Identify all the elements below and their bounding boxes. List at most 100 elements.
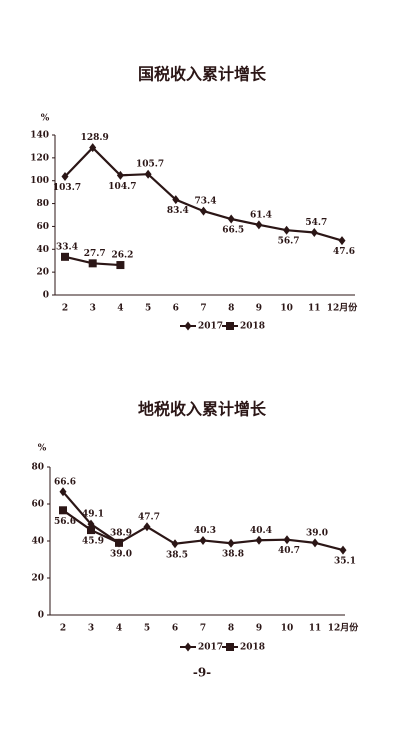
marker	[311, 538, 319, 548]
data-label: 104.7	[108, 182, 136, 192]
marker	[255, 535, 263, 545]
marker	[88, 259, 97, 268]
x-tick-label: 5	[145, 304, 151, 314]
marker	[199, 535, 207, 545]
y-tick-label: 140	[30, 131, 49, 141]
y-axis-label: %	[38, 444, 47, 454]
data-label: 61.4	[250, 210, 272, 220]
x-tick-label: 3	[90, 304, 96, 314]
y-tick-label: 100	[30, 176, 49, 186]
data-label: 45.9	[82, 537, 104, 547]
data-label: 47.7	[138, 512, 160, 522]
data-label: 40.7	[278, 546, 300, 556]
marker	[283, 225, 291, 235]
data-label: 83.4	[167, 206, 189, 216]
chart-title: 国税收入累计增长	[138, 65, 267, 84]
legend-label: 2017	[198, 643, 223, 653]
data-label: 40.3	[194, 526, 216, 536]
chart-title: 地税收入累计增长	[138, 400, 267, 419]
y-tick-label: 0	[38, 611, 44, 621]
marker	[338, 236, 346, 246]
x-tick-label: 11	[308, 304, 321, 314]
data-label: 73.4	[195, 197, 217, 207]
x-tick-label: 2	[60, 624, 66, 634]
data-label: 56.6	[54, 517, 76, 527]
x-tick-label: 7	[200, 304, 206, 314]
data-label: 40.4	[250, 526, 272, 536]
marker	[59, 506, 67, 515]
x-tick-label: 6	[173, 304, 179, 314]
series-line	[64, 146, 343, 242]
marker	[59, 487, 67, 497]
legend-marker	[184, 642, 192, 652]
marker	[172, 195, 180, 205]
y-axis-label: %	[41, 114, 50, 124]
x-tick-label: 8	[228, 624, 234, 634]
x-tick-label: 3	[88, 624, 94, 634]
x-tick-label: 10	[281, 624, 294, 634]
marker	[144, 169, 152, 179]
marker	[200, 206, 207, 216]
marker	[61, 171, 69, 181]
data-label: 27.7	[84, 249, 106, 259]
marker	[116, 261, 125, 270]
data-label: 35.1	[334, 557, 356, 567]
marker	[339, 545, 347, 555]
marker	[116, 170, 124, 180]
y-tick-label: 60	[36, 222, 49, 232]
data-label: 103.7	[53, 183, 81, 193]
marker	[310, 227, 318, 237]
data-label: 38.9	[110, 529, 132, 539]
y-tick-label: 40	[31, 537, 44, 547]
x-tick-label: 8	[228, 304, 234, 314]
marker	[283, 535, 291, 545]
legend-marker	[226, 643, 234, 651]
marker	[255, 220, 263, 230]
data-label: 39.0	[306, 528, 328, 538]
x-tick-label: 12月份	[328, 622, 360, 634]
y-tick-label: 60	[31, 500, 44, 510]
data-label: 105.7	[136, 160, 164, 170]
marker	[227, 214, 235, 224]
x-tick-label: 9	[256, 624, 262, 634]
data-label: 33.4	[56, 242, 78, 252]
y-tick-label: 80	[36, 199, 49, 209]
y-tick-label: 120	[30, 153, 49, 163]
x-tick-label: 12月份	[327, 302, 359, 314]
x-tick-label: 7	[200, 624, 206, 634]
marker	[61, 252, 69, 261]
x-tick-label: 10	[280, 304, 293, 314]
marker	[227, 538, 235, 548]
data-label: 66.5	[222, 226, 244, 236]
marker	[115, 538, 123, 547]
data-label: 26.2	[111, 251, 133, 261]
x-tick-label: 4	[117, 304, 123, 314]
y-tick-label: 20	[31, 574, 44, 584]
data-label: 47.6	[333, 247, 355, 257]
x-tick-label: 5	[144, 624, 150, 634]
data-label: 39.0	[110, 549, 132, 559]
x-tick-label: 11	[309, 624, 322, 634]
data-label: 66.6	[54, 477, 76, 487]
legend-marker	[226, 322, 234, 330]
marker	[87, 526, 95, 535]
marker	[143, 522, 151, 532]
data-label: 54.7	[305, 218, 327, 228]
legend-label: 2017	[198, 322, 223, 332]
y-tick-label: 80	[31, 463, 44, 473]
y-tick-label: 0	[43, 291, 49, 301]
y-tick-label: 40	[36, 245, 49, 255]
legend-label: 2018	[240, 322, 265, 332]
x-tick-label: 2	[62, 304, 68, 314]
data-label: 49.1	[82, 510, 104, 520]
x-tick-label: 4	[116, 624, 122, 634]
x-tick-label: 9	[256, 304, 262, 314]
marker	[89, 143, 97, 153]
x-tick-label: 6	[172, 624, 178, 634]
data-label: 128.9	[81, 133, 109, 143]
data-label: 38.5	[166, 550, 188, 560]
y-tick-label: 20	[36, 268, 49, 278]
marker	[171, 539, 179, 549]
data-label: 56.7	[278, 237, 300, 247]
